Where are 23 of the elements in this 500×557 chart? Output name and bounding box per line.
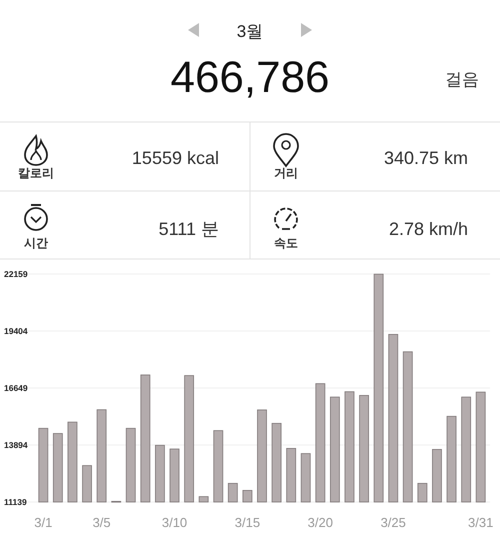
x-tick-label: 3/15: [234, 515, 260, 530]
text: 466,786: [170, 53, 330, 102]
text: 거리: [274, 166, 298, 180]
text: 시간: [24, 236, 48, 250]
x-tick-label: 3/10: [162, 515, 188, 530]
x-tick-label: 3/31: [468, 515, 494, 530]
chart-title: 3월: [236, 22, 264, 41]
x-tick-label: 3/1: [34, 515, 52, 530]
text: 걸음: [445, 70, 479, 89]
x-tick-label: 3/25: [380, 515, 406, 530]
text: 속도: [274, 236, 298, 250]
y-tick-label: 19404: [4, 326, 28, 336]
text: 2.78 km/h: [388, 219, 468, 239]
text: 340.75 km: [384, 148, 468, 168]
text: 칼로리: [18, 166, 54, 180]
y-tick-label: 22159: [4, 269, 28, 279]
y-tick-label: 11139: [4, 497, 27, 507]
y-tick-label: 13894: [4, 440, 28, 450]
y-tick-label: 16649: [4, 383, 28, 393]
x-tick-label: 3/20: [308, 515, 333, 530]
text: 15559 kcal: [132, 148, 219, 168]
text: 5111 분: [158, 219, 219, 239]
x-tick-label: 3/5: [92, 515, 111, 530]
